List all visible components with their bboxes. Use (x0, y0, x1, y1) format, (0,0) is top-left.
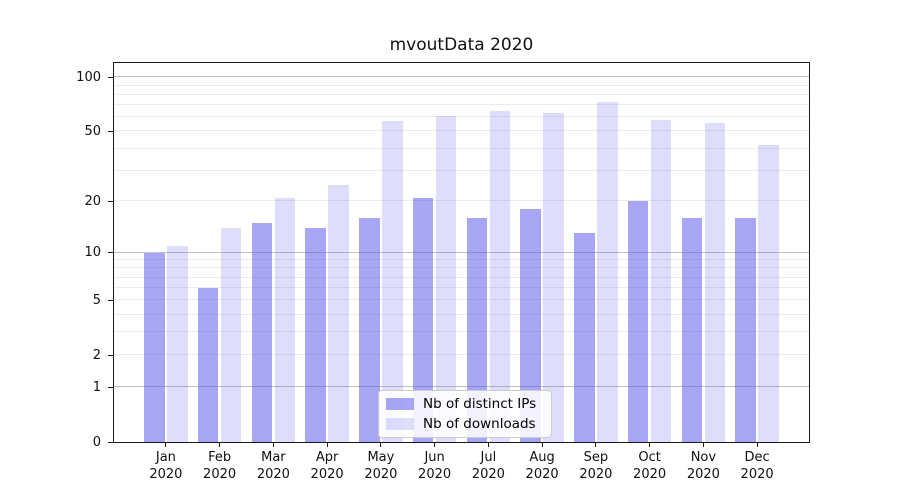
legend-label-distinct-ips: Nb of distinct IPs (423, 395, 537, 412)
legend-item-downloads: Nb of downloads (386, 415, 542, 432)
bar-jun-distinct-ips (412, 197, 434, 442)
x-tick-label: Apr 2020 (310, 450, 344, 482)
x-tick-label: Nov 2020 (686, 450, 720, 482)
gridline-minor (114, 331, 809, 333)
gridline-minor (114, 354, 809, 356)
bar-sep-downloads (597, 101, 618, 442)
x-tick-mark (219, 443, 221, 447)
gridline-minor (114, 84, 809, 86)
bar-jan-downloads (167, 245, 188, 442)
x-tick-label: Dec 2020 (740, 450, 774, 482)
gridline-major (114, 76, 809, 78)
gridline-minor (114, 299, 809, 301)
bar-sep-distinct-ips (574, 233, 595, 442)
y-tick-label: 100 (76, 69, 101, 85)
legend-swatch-downloads-icon (386, 418, 414, 430)
chart-title: mvoutData 2020 (389, 35, 534, 55)
x-tick-label: Jan 2020 (149, 450, 183, 482)
y-tick-mark (108, 200, 113, 202)
gridline-minor (114, 287, 809, 289)
y-tick-mark (108, 130, 113, 132)
y-tick-label: 10 (84, 245, 101, 260)
y-tick-label: 1 (92, 379, 101, 395)
bar-may-distinct-ips (359, 218, 380, 442)
gridline-minor (114, 276, 809, 278)
x-tick-mark (756, 443, 758, 447)
legend-label-downloads: Nb of downloads (423, 415, 536, 432)
gridline-major (114, 251, 809, 253)
y-tick-mark (108, 299, 113, 301)
x-tick-mark (702, 443, 704, 447)
x-tick-label: Sep 2020 (579, 450, 613, 482)
bar-feb-distinct-ips (197, 288, 219, 442)
x-tick-label: Oct 2020 (633, 450, 667, 482)
y-tick-mark (108, 441, 113, 443)
bar-may-downloads (382, 121, 403, 442)
bar-aug-downloads (543, 113, 564, 442)
bar-feb-downloads (220, 228, 242, 442)
y-tick-mark (108, 252, 113, 253)
bar-jun-downloads (435, 115, 457, 442)
y-tick-label: 20 (84, 193, 101, 209)
gridline-minor (114, 200, 809, 202)
legend-item-distinct-ips: Nb of distinct IPs (386, 395, 542, 412)
bar-mar-distinct-ips (251, 222, 273, 442)
gridline-minor (114, 259, 809, 260)
y-tick-mark (108, 354, 113, 356)
bar-jan-distinct-ips (144, 252, 165, 442)
bar-dec-distinct-ips (735, 218, 756, 442)
y-tick-label: 2 (92, 347, 101, 363)
x-tick-label: May 2020 (364, 450, 398, 482)
gridline-minor (114, 116, 809, 118)
bar-nov-distinct-ips (681, 218, 703, 442)
x-tick-label: Jul 2020 (471, 450, 505, 482)
gridline-major (114, 386, 809, 388)
gridline-minor (114, 104, 809, 106)
x-tick-mark (326, 443, 328, 447)
y-tick-mark (108, 76, 113, 78)
bar-jul-distinct-ips (466, 218, 488, 442)
x-tick-label: Mar 2020 (256, 450, 290, 482)
bar-nov-downloads (704, 122, 726, 442)
x-tick-mark (272, 443, 274, 447)
bar-oct-distinct-ips (627, 201, 649, 442)
x-tick-label: Aug 2020 (525, 450, 559, 482)
bar-dec-downloads (758, 144, 779, 442)
gridline-minor (114, 313, 809, 315)
x-tick-mark (434, 443, 436, 447)
bar-apr-distinct-ips (305, 228, 326, 442)
x-tick-mark (541, 443, 543, 447)
gridline-minor (114, 93, 809, 95)
bar-jul-downloads (489, 110, 511, 442)
bar-oct-downloads (650, 119, 672, 442)
plot-area (113, 62, 810, 443)
gridline-minor (114, 267, 809, 269)
x-tick-label: Feb 2020 (203, 450, 237, 482)
legend-swatch-distinct-ips-icon (386, 398, 414, 410)
gridline-minor (114, 130, 809, 132)
bar-mar-downloads (274, 197, 296, 442)
y-tick-label: 0 (92, 434, 101, 450)
y-tick-label: 50 (84, 123, 101, 139)
x-tick-mark (649, 443, 651, 447)
gridline-minor (114, 169, 809, 171)
x-tick-label: Jun 2020 (418, 450, 452, 482)
x-tick-mark (165, 443, 167, 447)
legend: Nb of distinct IPs Nb of downloads (378, 390, 552, 438)
x-tick-mark (487, 443, 489, 447)
gridline-minor (114, 147, 809, 149)
bar-aug-distinct-ips (520, 209, 541, 442)
y-tick-label: 5 (92, 292, 101, 308)
bar-apr-downloads (328, 184, 349, 442)
x-tick-mark (380, 443, 382, 447)
x-tick-mark (595, 443, 597, 447)
y-tick-mark (108, 386, 113, 388)
